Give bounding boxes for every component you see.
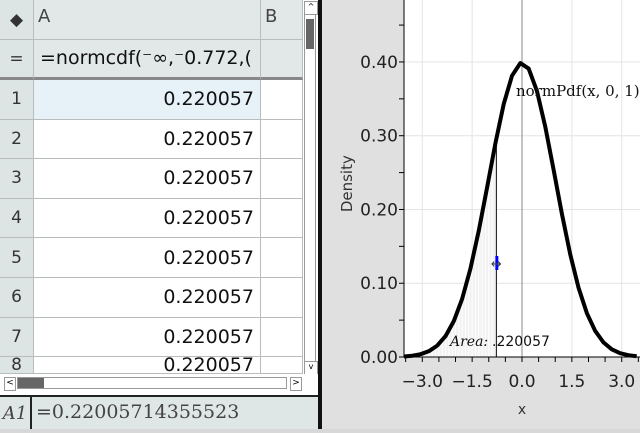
row-header[interactable]: 1 — [0, 80, 34, 120]
entry-cell-reference: A1 — [0, 397, 32, 429]
cell-b4[interactable] — [261, 198, 303, 239]
column-formula[interactable]: =normcdf(⁻∞,⁻0.772,( — [34, 40, 261, 80]
cell-b8[interactable] — [261, 357, 303, 374]
horizontal-scroll-track[interactable] — [17, 377, 287, 389]
area-label: Area: — [448, 334, 488, 350]
x-tick-label: −1.5 — [452, 372, 493, 392]
cell-b3[interactable] — [261, 159, 303, 199]
cell-b1[interactable] — [261, 80, 303, 120]
scroll-up-button[interactable]: ^ — [304, 1, 318, 15]
entry-value[interactable]: =0.22005714355523 — [36, 401, 240, 423]
column-header-b[interactable]: B — [261, 0, 303, 40]
cell-a5[interactable]: 0.220057 — [34, 238, 261, 278]
cell-b6[interactable] — [261, 278, 303, 318]
x-tick-label: 1.5 — [558, 372, 585, 392]
horizontal-scrollbar[interactable]: < > — [0, 374, 318, 394]
y-axis-label: Density — [338, 155, 356, 212]
vertical-scrollbar[interactable]: ^ v — [304, 1, 318, 375]
column-b-formula[interactable] — [261, 40, 303, 80]
formula-row-label: = — [0, 40, 34, 80]
row-header[interactable]: 6 — [0, 278, 34, 318]
y-tick-label: 0.10 — [360, 274, 398, 294]
x-tick-label: 3.0 — [608, 372, 635, 392]
column-header-a[interactable]: A — [34, 0, 261, 40]
area-value: .220057 — [492, 334, 550, 350]
row-header[interactable]: 3 — [0, 159, 34, 199]
cell-b2[interactable] — [261, 119, 303, 160]
x-axis-label: x — [518, 402, 526, 418]
cell-b5[interactable] — [261, 238, 303, 278]
drag-handle-icon[interactable] — [495, 256, 499, 270]
density-curve — [403, 61, 637, 359]
vertical-scroll-thumb[interactable] — [306, 19, 314, 49]
scroll-down-button[interactable]: v — [304, 361, 318, 375]
y-tick-label: 0.20 — [360, 200, 398, 220]
corner-tag-icon[interactable]: ◆ — [0, 0, 34, 40]
scroll-left-button[interactable]: < — [4, 377, 16, 391]
function-label: normPdf(x, 0, 1) — [516, 82, 640, 100]
cell-a3[interactable]: 0.220057 — [34, 159, 261, 199]
row-header[interactable]: 5 — [0, 238, 34, 278]
entry-line[interactable]: A1 =0.22005714355523 — [0, 395, 318, 429]
graph-panel: −3.0 −1.5 0.0 1.5 3.0 0.00 0.10 0.20 0.30 0.40 x De… — [322, 0, 640, 429]
cell-a6[interactable]: 0.220057 — [34, 278, 261, 318]
shaded-area — [404, 138, 497, 357]
row-header[interactable]: 2 — [0, 119, 34, 160]
y-tick-label: 0.30 — [360, 127, 398, 147]
horizontal-scroll-thumb[interactable] — [18, 378, 44, 388]
x-tick-label: −3.0 — [402, 372, 443, 392]
row-header[interactable]: 4 — [0, 198, 34, 239]
cell-b7[interactable] — [261, 317, 303, 358]
y-tick-label: 0.00 — [360, 348, 398, 368]
cell-a2[interactable]: 0.220057 — [34, 119, 261, 160]
cell-a4[interactable]: 0.220057 — [34, 198, 261, 239]
x-tick-label: 0.0 — [508, 372, 535, 392]
cell-a8[interactable]: 0.220057 — [34, 357, 261, 374]
move-cursor-icon: ↔ — [491, 257, 502, 272]
cell-a7[interactable]: 0.220057 — [34, 317, 261, 358]
row-header[interactable]: 8 — [0, 357, 34, 374]
normal-distribution-plot: −3.0 −1.5 0.0 1.5 3.0 0.00 0.10 0.20 0.30 0.40 x De… — [338, 0, 640, 418]
scroll-right-button[interactable]: > — [290, 377, 302, 391]
panel-divider[interactable] — [318, 0, 322, 429]
cell-a1[interactable]: 0.220057 — [34, 80, 261, 120]
spreadsheet: ◆ A B = =normcdf(⁻∞,⁻0.772,( 1 0.220057 … — [0, 0, 320, 429]
row-header[interactable]: 7 — [0, 317, 34, 358]
y-tick-label: 0.40 — [360, 53, 398, 73]
